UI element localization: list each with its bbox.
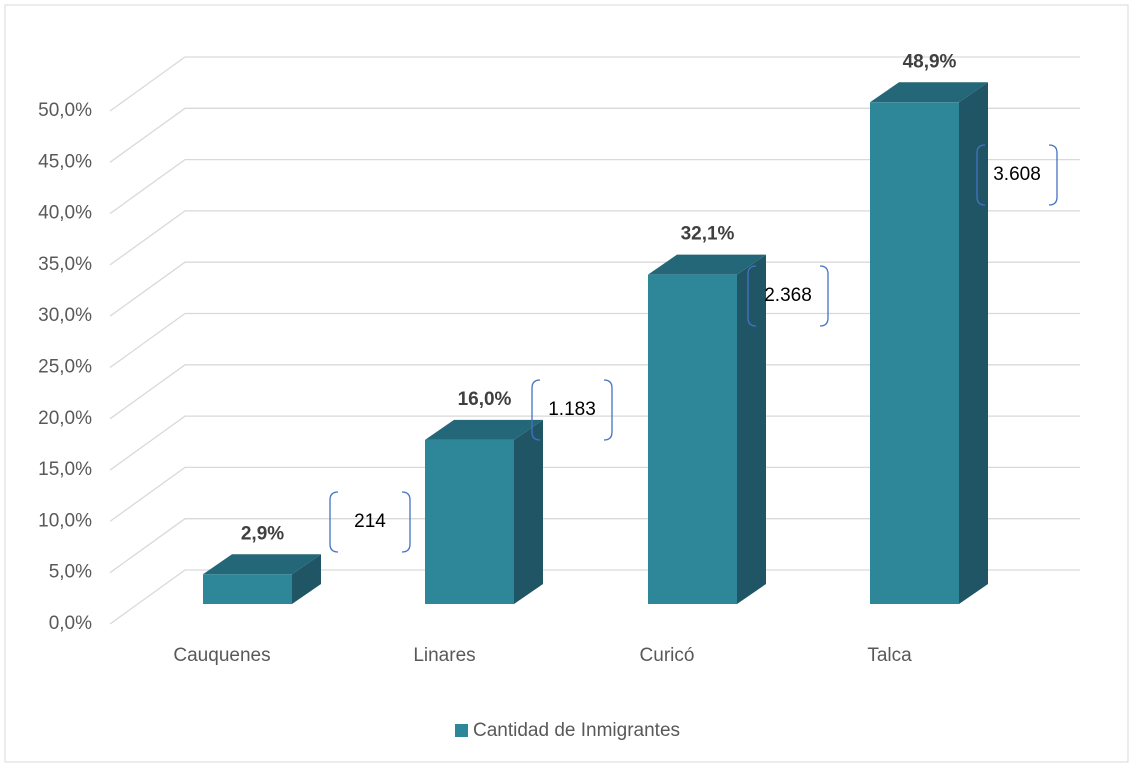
bar-top	[648, 254, 766, 275]
annotation: 2.368	[764, 285, 812, 306]
x-tick-label: Talca	[867, 645, 912, 666]
grid-line	[109, 158, 1080, 215]
grid-line	[109, 261, 1080, 317]
bar	[425, 439, 514, 604]
annotation-bracket	[531, 379, 541, 441]
y-tick-label: 45,0%	[38, 151, 92, 172]
x-tick-label: Linares	[413, 645, 475, 666]
legend-label: Cantidad de Inmigrantes	[473, 720, 680, 741]
annotation: 3.608	[993, 164, 1041, 185]
grid-line	[109, 56, 1080, 112]
grid-line	[109, 569, 1080, 625]
annotation-bracket	[1048, 144, 1058, 206]
annotation-bracket	[747, 265, 757, 327]
grid-line	[109, 107, 1080, 163]
bar-top	[425, 419, 543, 440]
y-tick-label: 30,0%	[38, 305, 92, 326]
y-tick-label: 15,0%	[38, 459, 92, 480]
value-label: 16,0%	[458, 389, 512, 410]
grid-line	[109, 364, 1080, 420]
bar-side	[737, 254, 766, 605]
grid-line	[109, 210, 1080, 266]
annotation-bracket	[603, 379, 613, 441]
y-tick-label: 35,0%	[38, 254, 92, 275]
bar-side	[959, 82, 988, 604]
annotation: 214	[354, 511, 386, 532]
y-tick-label: 40,0%	[38, 203, 92, 224]
value-label: 2,9%	[241, 523, 284, 544]
bar	[870, 102, 959, 604]
bar-side	[514, 419, 543, 604]
grid-line	[109, 466, 1080, 522]
grid-line	[109, 518, 1080, 574]
grid-line	[109, 312, 1080, 369]
bar-top	[870, 82, 988, 103]
annotation-bracket	[819, 265, 829, 327]
bar-side	[292, 554, 321, 604]
y-tick-label: 5,0%	[49, 562, 92, 583]
annotation-bracket	[976, 144, 986, 206]
x-tick-label: Curicó	[640, 645, 695, 666]
legend-swatch	[455, 724, 468, 737]
bar-top	[203, 554, 321, 575]
y-tick-label: 0,0%	[49, 613, 92, 634]
x-tick-label: Cauquenes	[173, 645, 270, 666]
y-tick-label: 50,0%	[38, 100, 92, 121]
bar	[203, 574, 292, 604]
annotation-bracket	[329, 491, 339, 553]
y-tick-label: 10,0%	[38, 510, 92, 531]
y-tick-label: 20,0%	[38, 408, 92, 429]
value-label: 48,9%	[903, 51, 957, 72]
annotation: 1.183	[548, 399, 596, 420]
grid-line	[109, 415, 1080, 471]
value-label: 32,1%	[681, 224, 735, 245]
y-tick-label: 25,0%	[38, 357, 92, 378]
annotation-bracket	[401, 491, 411, 553]
bar	[648, 274, 737, 604]
